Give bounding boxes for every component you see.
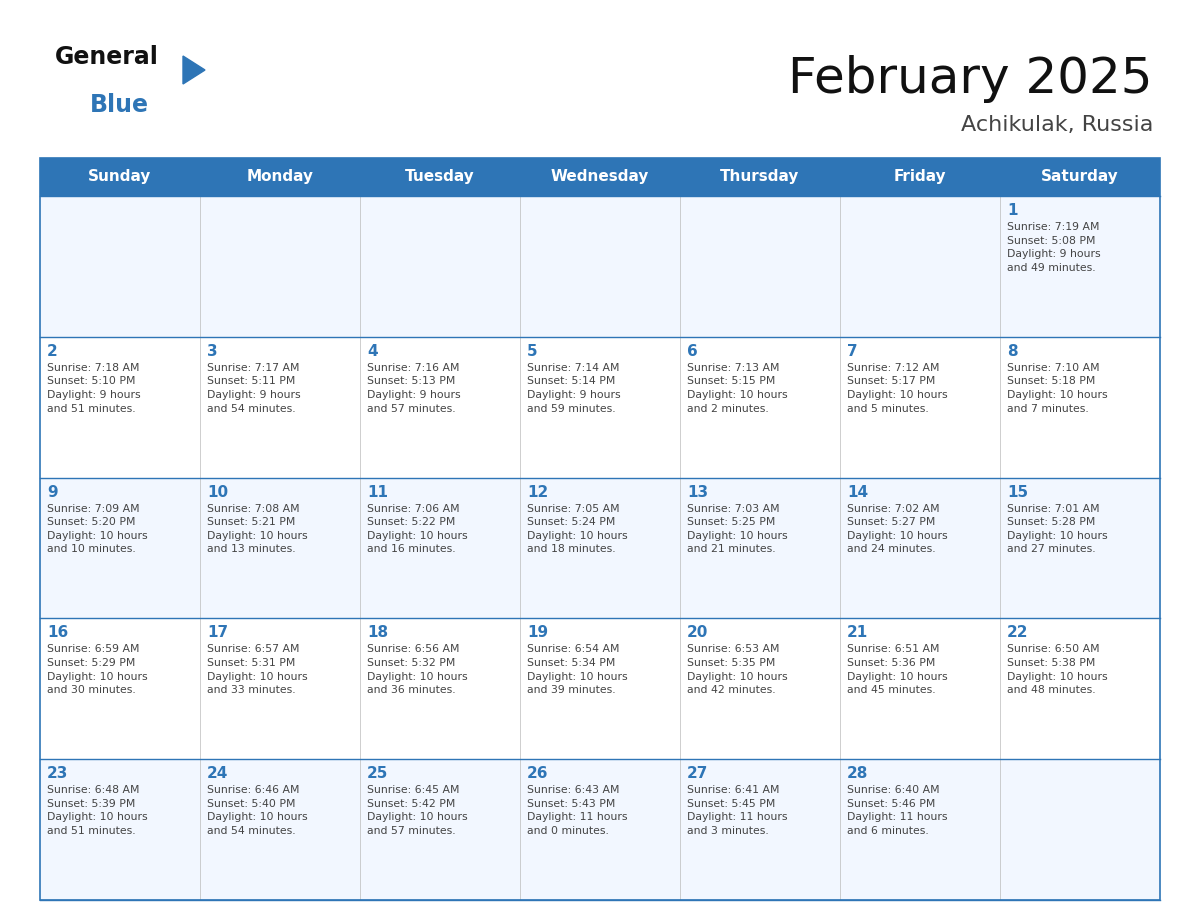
Text: Sunrise: 6:46 AM
Sunset: 5:40 PM
Daylight: 10 hours
and 54 minutes.: Sunrise: 6:46 AM Sunset: 5:40 PM Dayligh… <box>207 785 308 836</box>
Text: 22: 22 <box>1007 625 1029 641</box>
Text: 16: 16 <box>48 625 68 641</box>
Bar <box>40 337 1159 477</box>
Text: Sunrise: 7:03 AM
Sunset: 5:25 PM
Daylight: 10 hours
and 21 minutes.: Sunrise: 7:03 AM Sunset: 5:25 PM Dayligh… <box>687 504 788 554</box>
Text: 3: 3 <box>207 344 217 359</box>
Text: 9: 9 <box>48 485 58 499</box>
Text: 5: 5 <box>527 344 538 359</box>
Text: Sunrise: 7:10 AM
Sunset: 5:18 PM
Daylight: 10 hours
and 7 minutes.: Sunrise: 7:10 AM Sunset: 5:18 PM Dayligh… <box>1007 363 1107 414</box>
Text: 28: 28 <box>847 767 868 781</box>
Text: 4: 4 <box>367 344 378 359</box>
Text: 18: 18 <box>367 625 388 641</box>
Text: Sunrise: 7:08 AM
Sunset: 5:21 PM
Daylight: 10 hours
and 13 minutes.: Sunrise: 7:08 AM Sunset: 5:21 PM Dayligh… <box>207 504 308 554</box>
Text: Tuesday: Tuesday <box>405 170 475 185</box>
Bar <box>360 158 520 196</box>
Text: 20: 20 <box>687 625 708 641</box>
Text: 19: 19 <box>527 625 548 641</box>
Bar <box>520 158 680 196</box>
Text: 8: 8 <box>1007 344 1018 359</box>
Text: Sunrise: 6:56 AM
Sunset: 5:32 PM
Daylight: 10 hours
and 36 minutes.: Sunrise: 6:56 AM Sunset: 5:32 PM Dayligh… <box>367 644 468 695</box>
Text: Sunday: Sunday <box>88 170 152 185</box>
Text: 1: 1 <box>1007 203 1017 218</box>
Text: Sunrise: 6:57 AM
Sunset: 5:31 PM
Daylight: 10 hours
and 33 minutes.: Sunrise: 6:57 AM Sunset: 5:31 PM Dayligh… <box>207 644 308 695</box>
Text: Sunrise: 7:02 AM
Sunset: 5:27 PM
Daylight: 10 hours
and 24 minutes.: Sunrise: 7:02 AM Sunset: 5:27 PM Dayligh… <box>847 504 948 554</box>
Text: Sunrise: 7:12 AM
Sunset: 5:17 PM
Daylight: 10 hours
and 5 minutes.: Sunrise: 7:12 AM Sunset: 5:17 PM Dayligh… <box>847 363 948 414</box>
Text: Sunrise: 7:16 AM
Sunset: 5:13 PM
Daylight: 9 hours
and 57 minutes.: Sunrise: 7:16 AM Sunset: 5:13 PM Dayligh… <box>367 363 461 414</box>
Text: 17: 17 <box>207 625 228 641</box>
Text: 21: 21 <box>847 625 868 641</box>
Text: Sunrise: 7:17 AM
Sunset: 5:11 PM
Daylight: 9 hours
and 54 minutes.: Sunrise: 7:17 AM Sunset: 5:11 PM Dayligh… <box>207 363 301 414</box>
Polygon shape <box>183 56 206 84</box>
Text: Sunrise: 6:43 AM
Sunset: 5:43 PM
Daylight: 11 hours
and 0 minutes.: Sunrise: 6:43 AM Sunset: 5:43 PM Dayligh… <box>527 785 627 836</box>
Text: Sunrise: 6:45 AM
Sunset: 5:42 PM
Daylight: 10 hours
and 57 minutes.: Sunrise: 6:45 AM Sunset: 5:42 PM Dayligh… <box>367 785 468 836</box>
Text: 13: 13 <box>687 485 708 499</box>
Bar <box>200 158 360 196</box>
Text: Sunrise: 7:01 AM
Sunset: 5:28 PM
Daylight: 10 hours
and 27 minutes.: Sunrise: 7:01 AM Sunset: 5:28 PM Dayligh… <box>1007 504 1107 554</box>
Bar <box>1000 158 1159 196</box>
Text: February 2025: February 2025 <box>789 55 1154 103</box>
Bar <box>40 619 1159 759</box>
Text: Sunrise: 6:48 AM
Sunset: 5:39 PM
Daylight: 10 hours
and 51 minutes.: Sunrise: 6:48 AM Sunset: 5:39 PM Dayligh… <box>48 785 147 836</box>
Bar <box>40 158 200 196</box>
Text: Thursday: Thursday <box>720 170 800 185</box>
Text: Monday: Monday <box>246 170 314 185</box>
Bar <box>680 158 840 196</box>
Text: 23: 23 <box>48 767 69 781</box>
Text: Sunrise: 6:40 AM
Sunset: 5:46 PM
Daylight: 11 hours
and 6 minutes.: Sunrise: 6:40 AM Sunset: 5:46 PM Dayligh… <box>847 785 948 836</box>
Bar <box>840 158 1000 196</box>
Text: 2: 2 <box>48 344 58 359</box>
Bar <box>40 196 1159 337</box>
Text: 15: 15 <box>1007 485 1028 499</box>
Text: Achikulak, Russia: Achikulak, Russia <box>961 115 1154 135</box>
Text: Sunrise: 6:51 AM
Sunset: 5:36 PM
Daylight: 10 hours
and 45 minutes.: Sunrise: 6:51 AM Sunset: 5:36 PM Dayligh… <box>847 644 948 695</box>
Bar <box>40 477 1159 619</box>
Bar <box>40 158 1159 900</box>
Text: 10: 10 <box>207 485 228 499</box>
Text: Friday: Friday <box>893 170 947 185</box>
Text: 7: 7 <box>847 344 858 359</box>
Text: Sunrise: 7:14 AM
Sunset: 5:14 PM
Daylight: 9 hours
and 59 minutes.: Sunrise: 7:14 AM Sunset: 5:14 PM Dayligh… <box>527 363 620 414</box>
Text: Sunrise: 7:13 AM
Sunset: 5:15 PM
Daylight: 10 hours
and 2 minutes.: Sunrise: 7:13 AM Sunset: 5:15 PM Dayligh… <box>687 363 788 414</box>
Text: 25: 25 <box>367 767 388 781</box>
Text: Sunrise: 6:50 AM
Sunset: 5:38 PM
Daylight: 10 hours
and 48 minutes.: Sunrise: 6:50 AM Sunset: 5:38 PM Dayligh… <box>1007 644 1107 695</box>
Text: 14: 14 <box>847 485 868 499</box>
Text: 27: 27 <box>687 767 708 781</box>
Text: Sunrise: 7:05 AM
Sunset: 5:24 PM
Daylight: 10 hours
and 18 minutes.: Sunrise: 7:05 AM Sunset: 5:24 PM Dayligh… <box>527 504 627 554</box>
Text: 11: 11 <box>367 485 388 499</box>
Text: Sunrise: 6:53 AM
Sunset: 5:35 PM
Daylight: 10 hours
and 42 minutes.: Sunrise: 6:53 AM Sunset: 5:35 PM Dayligh… <box>687 644 788 695</box>
Text: Sunrise: 6:59 AM
Sunset: 5:29 PM
Daylight: 10 hours
and 30 minutes.: Sunrise: 6:59 AM Sunset: 5:29 PM Dayligh… <box>48 644 147 695</box>
Text: Blue: Blue <box>90 93 148 117</box>
Bar <box>40 759 1159 900</box>
Text: Sunrise: 6:41 AM
Sunset: 5:45 PM
Daylight: 11 hours
and 3 minutes.: Sunrise: 6:41 AM Sunset: 5:45 PM Dayligh… <box>687 785 788 836</box>
Text: Sunrise: 7:18 AM
Sunset: 5:10 PM
Daylight: 9 hours
and 51 minutes.: Sunrise: 7:18 AM Sunset: 5:10 PM Dayligh… <box>48 363 140 414</box>
Text: Saturday: Saturday <box>1041 170 1119 185</box>
Text: 24: 24 <box>207 767 228 781</box>
Text: Sunrise: 7:06 AM
Sunset: 5:22 PM
Daylight: 10 hours
and 16 minutes.: Sunrise: 7:06 AM Sunset: 5:22 PM Dayligh… <box>367 504 468 554</box>
Text: Sunrise: 7:09 AM
Sunset: 5:20 PM
Daylight: 10 hours
and 10 minutes.: Sunrise: 7:09 AM Sunset: 5:20 PM Dayligh… <box>48 504 147 554</box>
Text: Sunrise: 6:54 AM
Sunset: 5:34 PM
Daylight: 10 hours
and 39 minutes.: Sunrise: 6:54 AM Sunset: 5:34 PM Dayligh… <box>527 644 627 695</box>
Text: General: General <box>55 45 159 69</box>
Text: Wednesday: Wednesday <box>551 170 649 185</box>
Text: 12: 12 <box>527 485 548 499</box>
Text: Sunrise: 7:19 AM
Sunset: 5:08 PM
Daylight: 9 hours
and 49 minutes.: Sunrise: 7:19 AM Sunset: 5:08 PM Dayligh… <box>1007 222 1100 273</box>
Text: 26: 26 <box>527 767 549 781</box>
Text: 6: 6 <box>687 344 697 359</box>
